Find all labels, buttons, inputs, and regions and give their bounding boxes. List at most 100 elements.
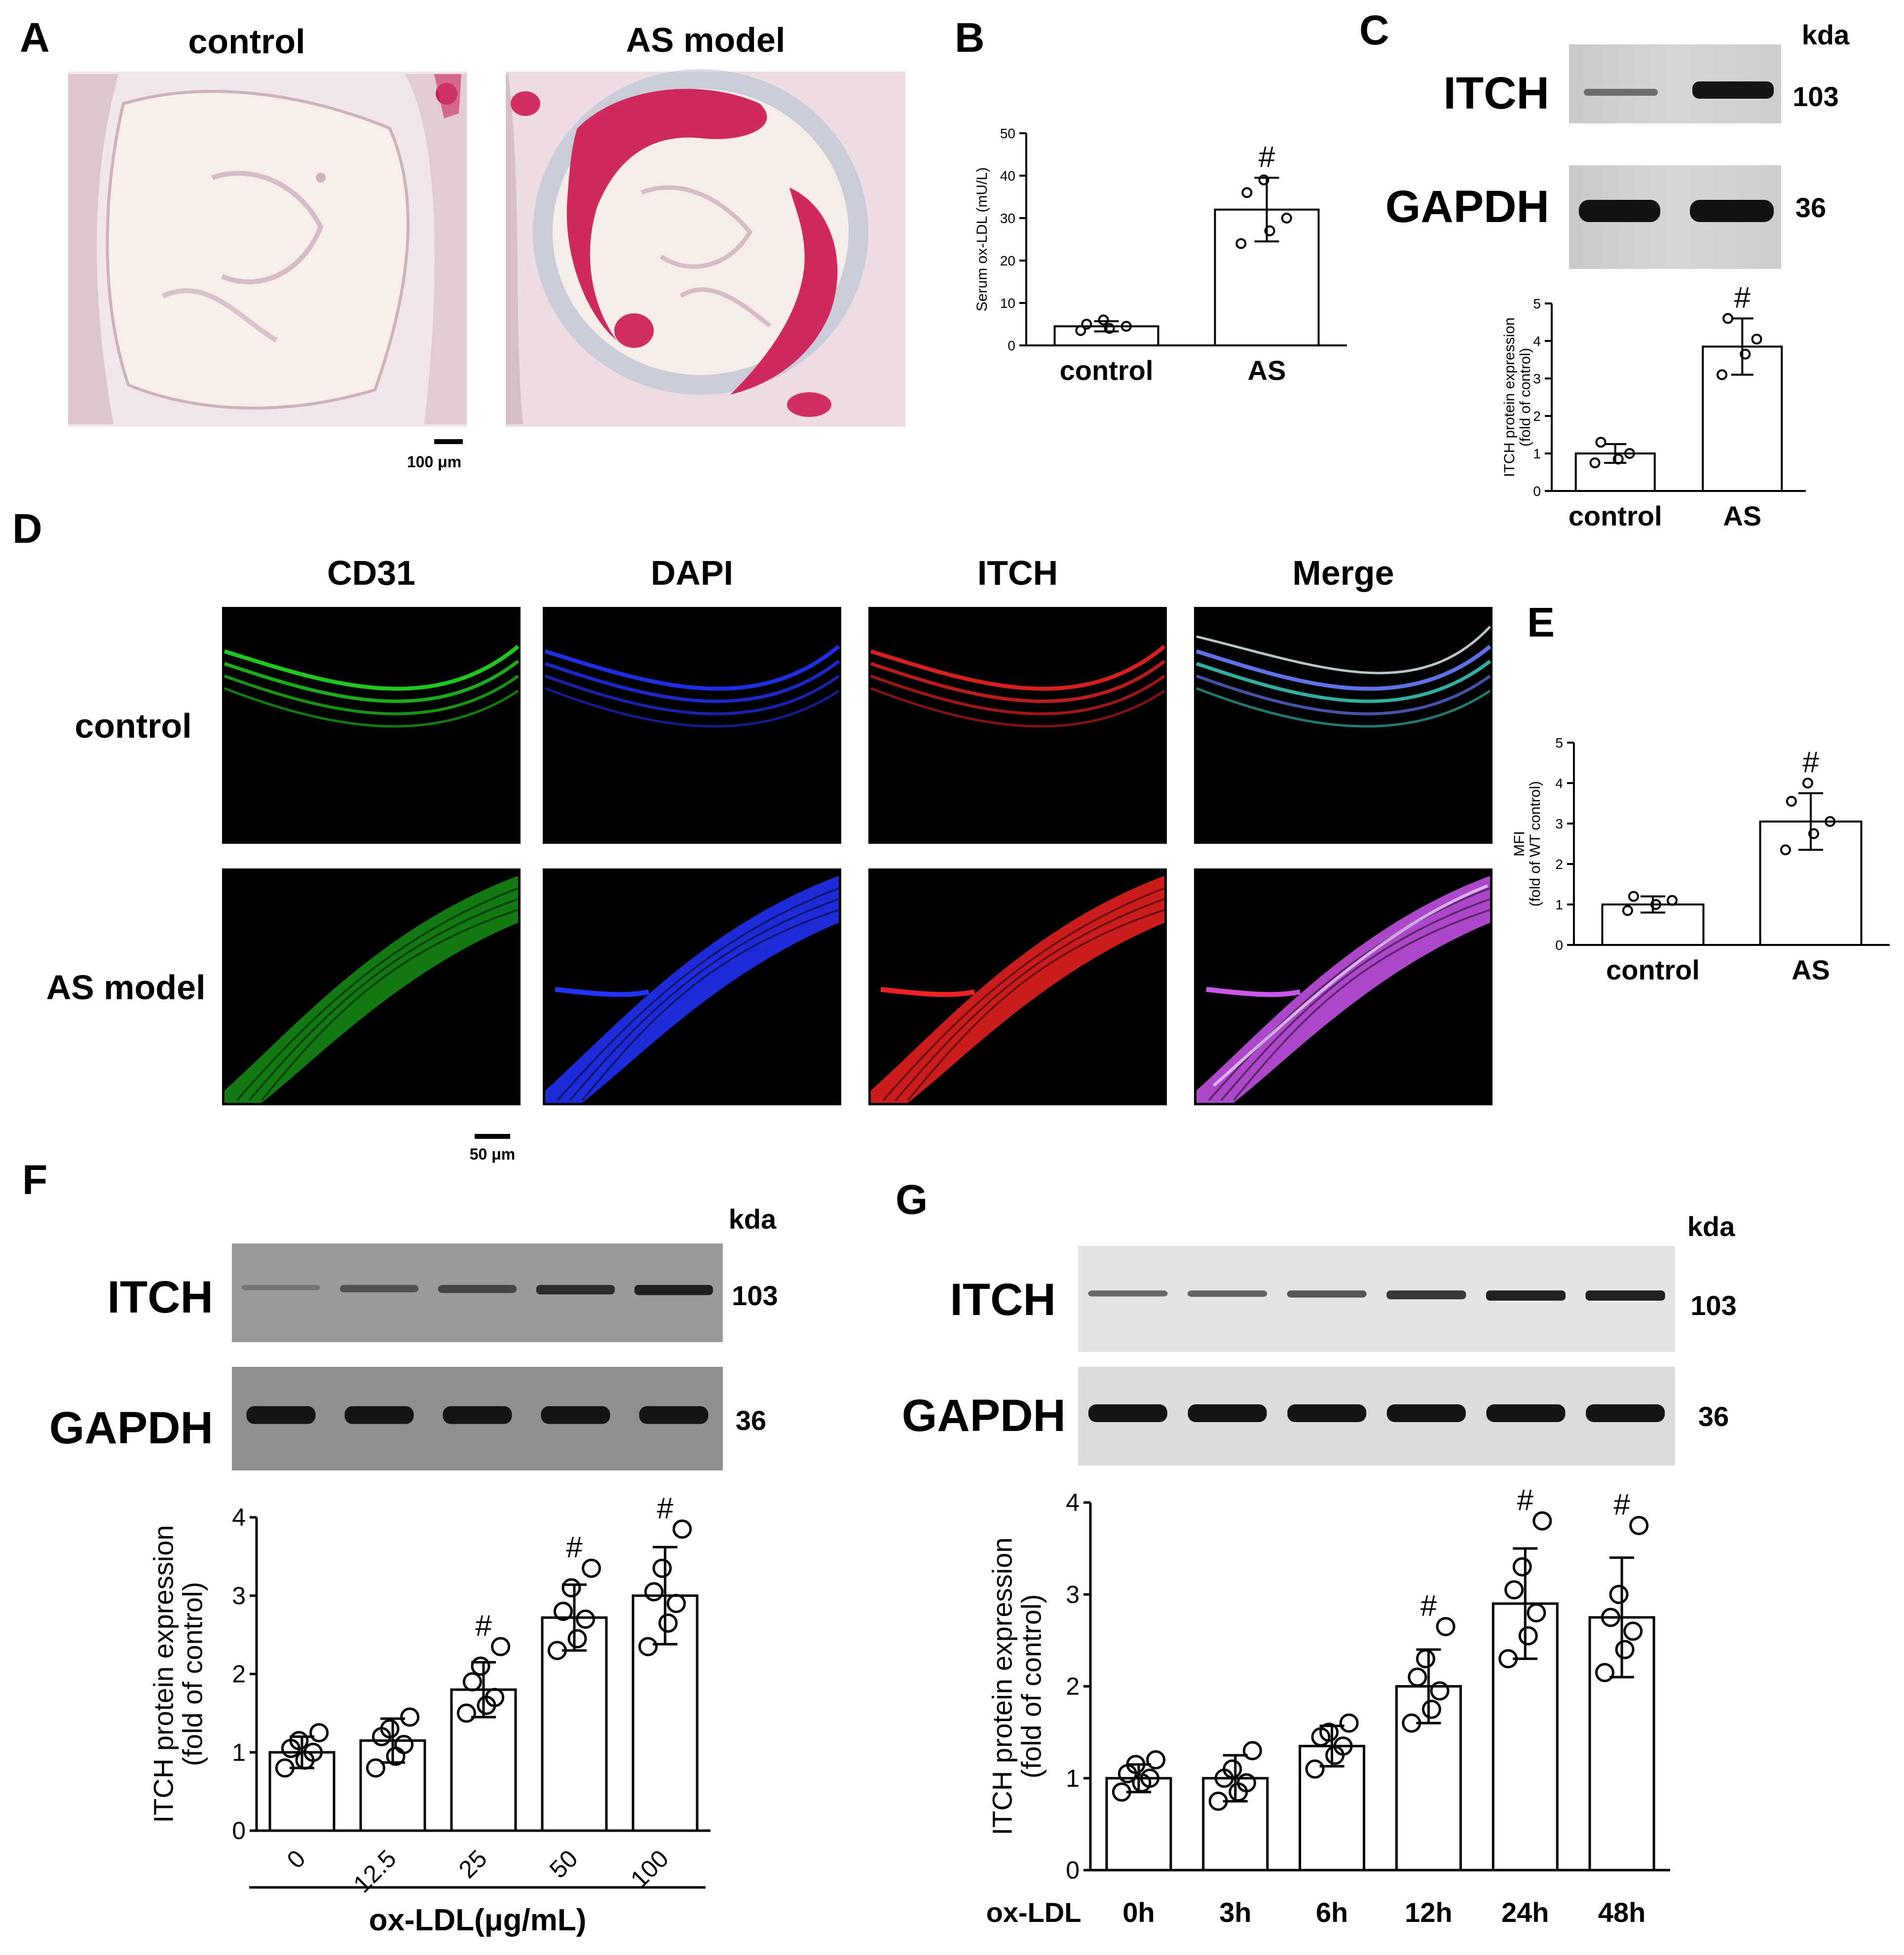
data-point [471,1656,490,1676]
blot-c-itch-label: ITCH [1443,68,1549,118]
blot-g-strips [1078,1246,1675,1466]
data-point [1258,174,1269,186]
blot-band-itch [241,1285,321,1290]
vessel-fiber [224,687,519,728]
data-point [1667,895,1678,906]
vessel-fiber [1213,884,1489,1087]
y-tick-label: 10 [1000,296,1015,311]
data-point [1615,1640,1635,1659]
vessel-wall [545,876,839,1103]
data-point [1825,816,1836,827]
data-point [1120,321,1132,332]
y-tick-label: 3 [1555,816,1563,831]
blot-band-itch [339,1285,419,1292]
bar [541,1616,608,1832]
y-tick-label: 5 [1533,296,1541,311]
significance-mark: # [1517,1483,1534,1516]
data-point [462,1672,482,1692]
y-tick-label: 2 [1555,857,1563,872]
row-label-control: control [75,707,191,745]
blot-band-gapdh [443,1406,512,1424]
y-tick-label: 1 [1066,1765,1080,1792]
chart-f: 0 1 2 3 4 ITCH protein expression(fold of con… [148,1492,710,1937]
vessel-fiber [1196,687,1491,728]
fluor-image-merge-as-model [1194,868,1493,1105]
vessel-fiber [870,644,1166,691]
y-tick-label: 2 [1533,409,1541,424]
data-point [1235,238,1247,249]
blot-band-itch [1386,1290,1466,1300]
fluor-image-itch-control [868,607,1167,844]
data-point [672,1519,692,1539]
y-tick-label: 3 [232,1582,246,1610]
data-point [667,1594,686,1614]
blot-band-itch [1187,1290,1268,1297]
data-point [1532,1511,1552,1531]
blot-g-itch-label: ITCH [950,1275,1056,1325]
y-tick-label: 0 [1533,484,1541,499]
data-point [1319,1723,1339,1742]
blot-band-itch [1585,1290,1665,1301]
x-axis-label: ox-LDL(μg/mL) [369,1903,587,1937]
data-point [303,1742,323,1762]
blot-band-gapdh [1088,1404,1167,1422]
y-tick-label: 4 [232,1504,246,1531]
y-tick-label: 30 [1000,211,1015,226]
data-point [1305,1759,1325,1779]
x-tick-label: 24h [1501,1897,1549,1928]
vessel-fiber [569,898,839,1101]
histology-image-control [68,72,467,427]
x-tick-label: control [1568,500,1662,531]
data-point [1622,905,1633,916]
data-point [289,1730,309,1750]
x-tick-label: 3h [1219,1897,1251,1928]
blot-f-gapdh-kda: 36 [736,1405,766,1436]
chart-g: 0 1 2 3 4 ITCH protein expression(fold of con… [986,1483,1670,1928]
data-point [1146,1750,1166,1769]
vessel-fiber [236,887,519,1101]
data-point [1589,457,1601,468]
blot-c-itch-kda: 103 [1792,81,1838,112]
significance-mark: # [657,1492,673,1525]
data-point [491,1637,511,1656]
fluor-image-itch-as-model [868,868,1167,1105]
y-axis-label: ITCH protein expression [148,1525,179,1823]
vessel-fiber [1208,887,1491,1101]
data-point [1098,314,1109,326]
data-point [1236,1773,1256,1793]
data-point [1808,828,1819,839]
vessel-fiber [907,909,1165,1101]
data-point [652,1558,672,1578]
significance-mark: # [1734,281,1751,314]
blot-c-band-itch-as [1692,81,1774,99]
blot-g-gapdh-label: GAPDH [902,1391,1066,1441]
data-point [1242,1741,1262,1761]
blot-c-band-itch-control [1584,89,1658,96]
y-axis-label: (fold of control) [1015,1594,1046,1779]
data-point [366,1758,385,1778]
blot-c-band-gapdh-control [1579,200,1660,222]
bar [632,1594,699,1832]
y-tick-label: 1 [1533,446,1541,461]
vessel-fiber [895,898,1165,1101]
blot-band-itch [536,1285,615,1295]
panel-letter-b: B [955,14,985,61]
data-point [1802,778,1813,789]
y-tick-label: 40 [1000,168,1015,184]
x-tick-label: 12h [1405,1897,1453,1928]
data-point [380,1719,400,1739]
chart-c: 0 1 2 3 4 5 ITCH protein expression (fold of co… [1501,281,1806,531]
data-point [1786,795,1797,807]
data-point [394,1734,414,1754]
data-point [582,1558,601,1578]
data-point [1623,1621,1643,1641]
y-axis-label: (fold of WT control) [1527,781,1543,907]
fluor-image-merge-control [1194,607,1493,844]
blot-band-gapdh [246,1406,316,1424]
x-tick-label: control [1060,355,1154,386]
x-tick-label: AS [1723,500,1761,531]
x-tick-label: 0 [282,1844,311,1874]
blot-f-itch-label: ITCH [107,1272,213,1322]
data-point [1527,1603,1546,1622]
bar [1105,1777,1172,1872]
